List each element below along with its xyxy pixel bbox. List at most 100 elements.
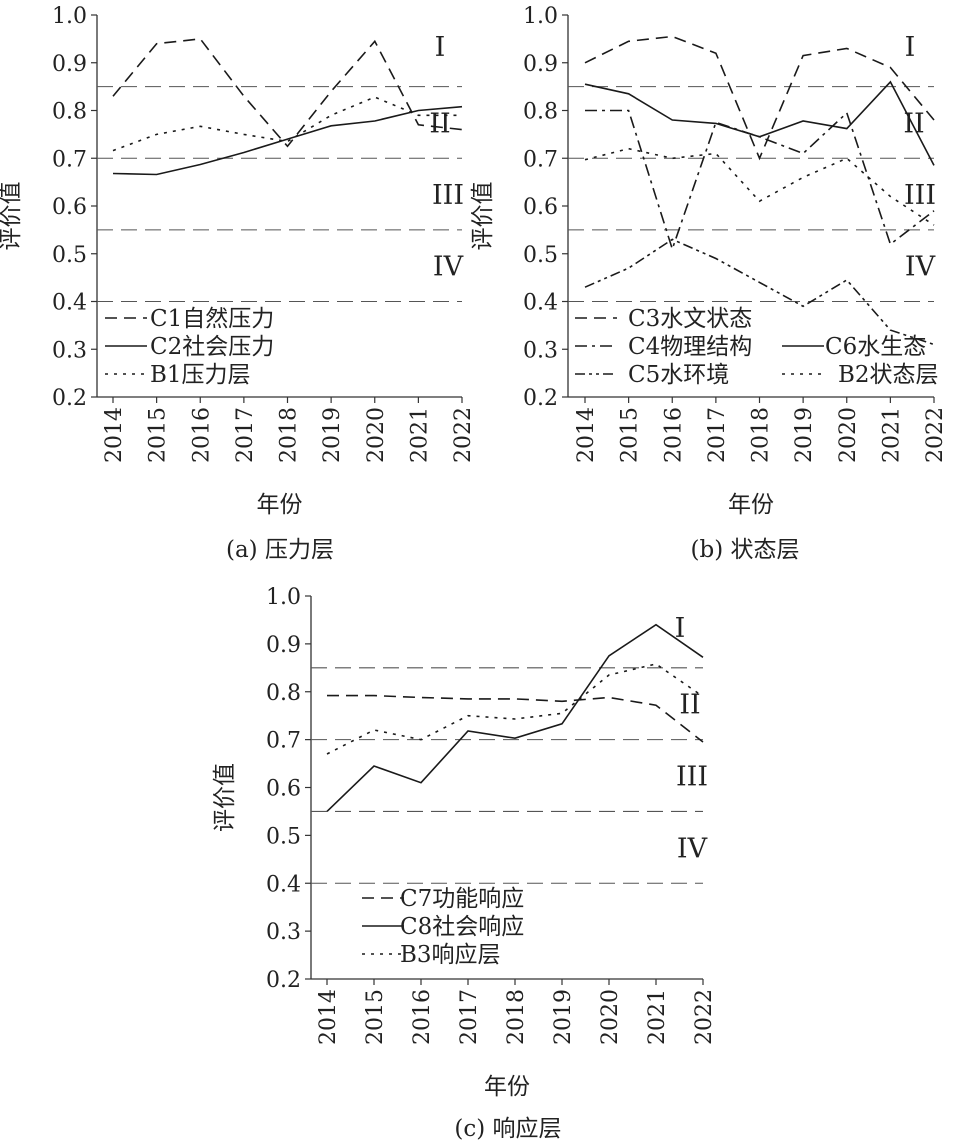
- x-tick-label: 2022: [692, 989, 717, 1045]
- y-tick-label: 1.0: [266, 585, 301, 610]
- legend-label: C2社会压力: [150, 334, 274, 360]
- x-tick-label: 2017: [705, 407, 730, 463]
- y-tick-label: 0.4: [523, 291, 558, 316]
- legend-label: C5水环境: [628, 362, 729, 388]
- series-line-C8社会响应: [326, 623, 704, 812]
- y-axis-label: 评价值: [212, 763, 238, 832]
- chart-caption: (b) 状态层: [691, 537, 800, 563]
- grade-label: III: [904, 180, 936, 211]
- y-tick-label: 0.8: [52, 100, 87, 125]
- x-tick-label: 2018: [277, 407, 302, 463]
- series-line-C5水环境: [584, 238, 935, 346]
- y-tick-label: 0.5: [266, 824, 301, 849]
- grade-label: IV: [677, 833, 708, 864]
- legend-label: C4物理结构: [628, 334, 752, 360]
- y-tick-label: 0.8: [523, 100, 558, 125]
- legend-label: C8社会响应: [400, 914, 524, 940]
- x-axis-label: 年份: [257, 492, 303, 518]
- x-tick-label: 2019: [551, 989, 576, 1045]
- x-tick-label: 2015: [146, 407, 171, 463]
- grade-label: IV: [905, 252, 936, 283]
- x-tick-label: 2017: [457, 989, 482, 1045]
- chart-panel-b: 0.2 0.3 0.4 0.5 0.6 0.7 0.8 0.9 1.0 2014 2015 2016 2…: [470, 4, 948, 563]
- x-tick-label: 2020: [836, 407, 861, 463]
- x-tick-label: 2015: [618, 407, 643, 463]
- y-tick-label: 0.7: [52, 147, 87, 172]
- series-line-C1自然压力: [112, 38, 463, 148]
- chart-caption: (c) 响应层: [454, 1116, 561, 1142]
- y-tick-label: 0.9: [266, 633, 301, 658]
- y-tick-label: 0.2: [523, 386, 558, 411]
- grade-label: I: [435, 32, 446, 63]
- y-tick-label: 0.9: [52, 52, 87, 77]
- x-tick-label: 2021: [645, 989, 670, 1045]
- chart-panel-a: 0.2 0.3 0.4 0.5 0.6 0.7 0.8 0.9 1.0 2014 2015 2016 2…: [0, 4, 476, 563]
- legend-label: C3水文状态: [628, 306, 752, 332]
- x-tick-label: 2018: [749, 407, 774, 463]
- grade-label: II: [429, 108, 450, 139]
- y-tick-label: 0.7: [523, 147, 558, 172]
- x-tick-label: 2017: [233, 407, 258, 463]
- series-line-C6水生态: [584, 80, 935, 166]
- legend-label: C6水生态: [825, 334, 926, 360]
- grade-label: III: [676, 762, 708, 793]
- x-tick-label: 2021: [879, 407, 904, 463]
- y-tick-label: 0.4: [266, 872, 301, 897]
- series-line-B3响应层: [326, 663, 704, 755]
- series-line-C2社会压力: [112, 105, 463, 176]
- y-tick-label: 0.5: [52, 243, 87, 268]
- x-tick-label: 2015: [363, 989, 388, 1045]
- legend-label: B1压力层: [150, 362, 251, 388]
- x-tick-label: 2018: [504, 989, 529, 1045]
- y-tick-label: 0.4: [52, 291, 87, 316]
- y-tick-label: 1.0: [523, 4, 558, 29]
- y-tick-label: 0.9: [523, 52, 558, 77]
- grade-label: IV: [433, 252, 464, 283]
- series-line-C3水文状态: [584, 35, 935, 161]
- y-tick-label: 0.6: [52, 195, 87, 220]
- y-tick-label: 0.3: [52, 338, 87, 363]
- legend-label: C1自然压力: [150, 306, 274, 332]
- series-line-B1压力层: [112, 96, 462, 152]
- y-tick-label: 0.2: [266, 968, 301, 993]
- y-tick-label: 0.7: [266, 729, 301, 754]
- x-tick-label: 2019: [792, 407, 817, 463]
- y-tick-label: 0.6: [523, 195, 558, 220]
- grade-label: I: [675, 613, 686, 644]
- x-axis-label: 年份: [484, 1074, 530, 1100]
- grade-label: II: [679, 690, 700, 721]
- legend-label: C7功能响应: [400, 886, 524, 912]
- series-line-C4物理结构: [585, 109, 935, 252]
- y-tick-label: 1.0: [52, 4, 87, 29]
- y-tick-label: 0.5: [523, 243, 558, 268]
- y-tick-label: 0.8: [266, 681, 301, 706]
- x-tick-label: 2014: [574, 407, 599, 463]
- x-axis-label: 年份: [728, 492, 774, 518]
- x-tick-label: 2016: [410, 989, 435, 1045]
- series-line-B2状态层: [584, 147, 935, 226]
- y-tick-label: 0.2: [52, 386, 87, 411]
- x-tick-label: 2020: [364, 407, 389, 463]
- x-tick-label: 2021: [407, 407, 432, 463]
- x-tick-label: 2020: [598, 989, 623, 1045]
- y-axis-label: 评价值: [0, 182, 24, 251]
- x-tick-label: 2014: [102, 407, 127, 463]
- y-tick-label: 0.6: [266, 777, 301, 802]
- chart-panel-c: 0.2 0.3 0.4 0.5 0.6 0.7 0.8 0.9 1.0 2014 2015 2016 2…: [212, 585, 717, 1142]
- x-tick-label: 2022: [923, 407, 948, 463]
- x-tick-label: 2014: [316, 989, 341, 1045]
- y-axis-label: 评价值: [470, 182, 496, 251]
- series-line-C7功能响应: [327, 694, 704, 743]
- y-tick-label: 0.3: [266, 920, 301, 945]
- x-tick-label: 2016: [189, 407, 214, 463]
- x-tick-label: 2019: [320, 407, 345, 463]
- legend-label: B3响应层: [400, 942, 501, 968]
- grade-label: I: [905, 32, 916, 63]
- x-tick-label: 2016: [661, 407, 686, 463]
- y-tick-label: 0.3: [523, 338, 558, 363]
- chart-caption: (a) 压力层: [226, 537, 334, 563]
- legend-label: B2状态层: [838, 362, 939, 388]
- x-tick-label: 2022: [451, 407, 476, 463]
- grade-label: III: [432, 180, 464, 211]
